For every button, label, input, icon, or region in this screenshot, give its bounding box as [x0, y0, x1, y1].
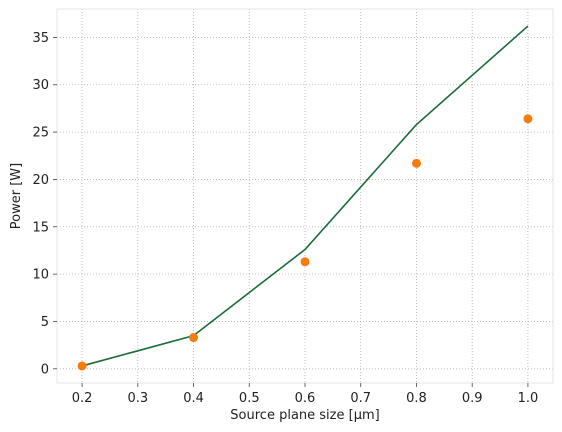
y-tick-label: 20	[32, 173, 49, 188]
x-axis-label: Source plane size [μm]	[230, 408, 379, 423]
y-tick-label: 0	[41, 362, 49, 377]
scatter-point	[189, 333, 199, 343]
y-tick-label: 15	[32, 220, 49, 235]
y-tick-label: 35	[32, 31, 49, 46]
series	[77, 25, 533, 371]
x-tick-label: 0.9	[462, 391, 483, 406]
y-axis-label: Power [W]	[9, 163, 24, 229]
x-tick-label: 0.6	[295, 391, 316, 406]
y-tick-label: 10	[32, 268, 49, 283]
scatter-point	[77, 361, 87, 371]
x-tick-label: 0.8	[406, 391, 427, 406]
scatter-point	[523, 114, 533, 124]
x-tick-label: 0.4	[183, 391, 204, 406]
y-tick-label: 5	[41, 315, 49, 330]
x-tick-label: 0.3	[127, 391, 148, 406]
x-axis-ticks: 0.2 0.3 0.4 0.5 0.6 0.7 0.8 0.9 1.0	[72, 383, 539, 406]
series-line	[81, 25, 529, 367]
grid	[57, 9, 553, 383]
scatter-point	[411, 158, 421, 168]
scatter-point	[300, 257, 310, 267]
x-tick-label: 0.7	[350, 391, 371, 406]
x-tick-label: 0.2	[72, 391, 93, 406]
x-tick-label: 1.0	[518, 391, 539, 406]
y-tick-label: 25	[32, 126, 49, 141]
y-tick-label: 30	[32, 78, 49, 93]
y-axis-ticks: 0 5 10 15 20 25 30 35	[32, 31, 57, 377]
x-tick-label: 0.5	[239, 391, 260, 406]
